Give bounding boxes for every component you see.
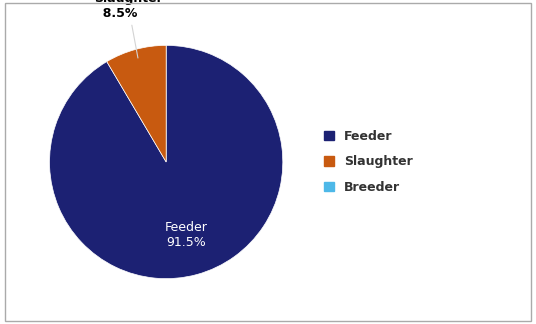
Wedge shape — [107, 45, 166, 162]
Text: Feeder
91.5%: Feeder 91.5% — [165, 221, 207, 249]
Wedge shape — [49, 45, 283, 279]
Text: Slaughter
  8.5%: Slaughter 8.5% — [94, 0, 162, 58]
Legend: Feeder, Slaughter, Breeder: Feeder, Slaughter, Breeder — [324, 130, 413, 194]
